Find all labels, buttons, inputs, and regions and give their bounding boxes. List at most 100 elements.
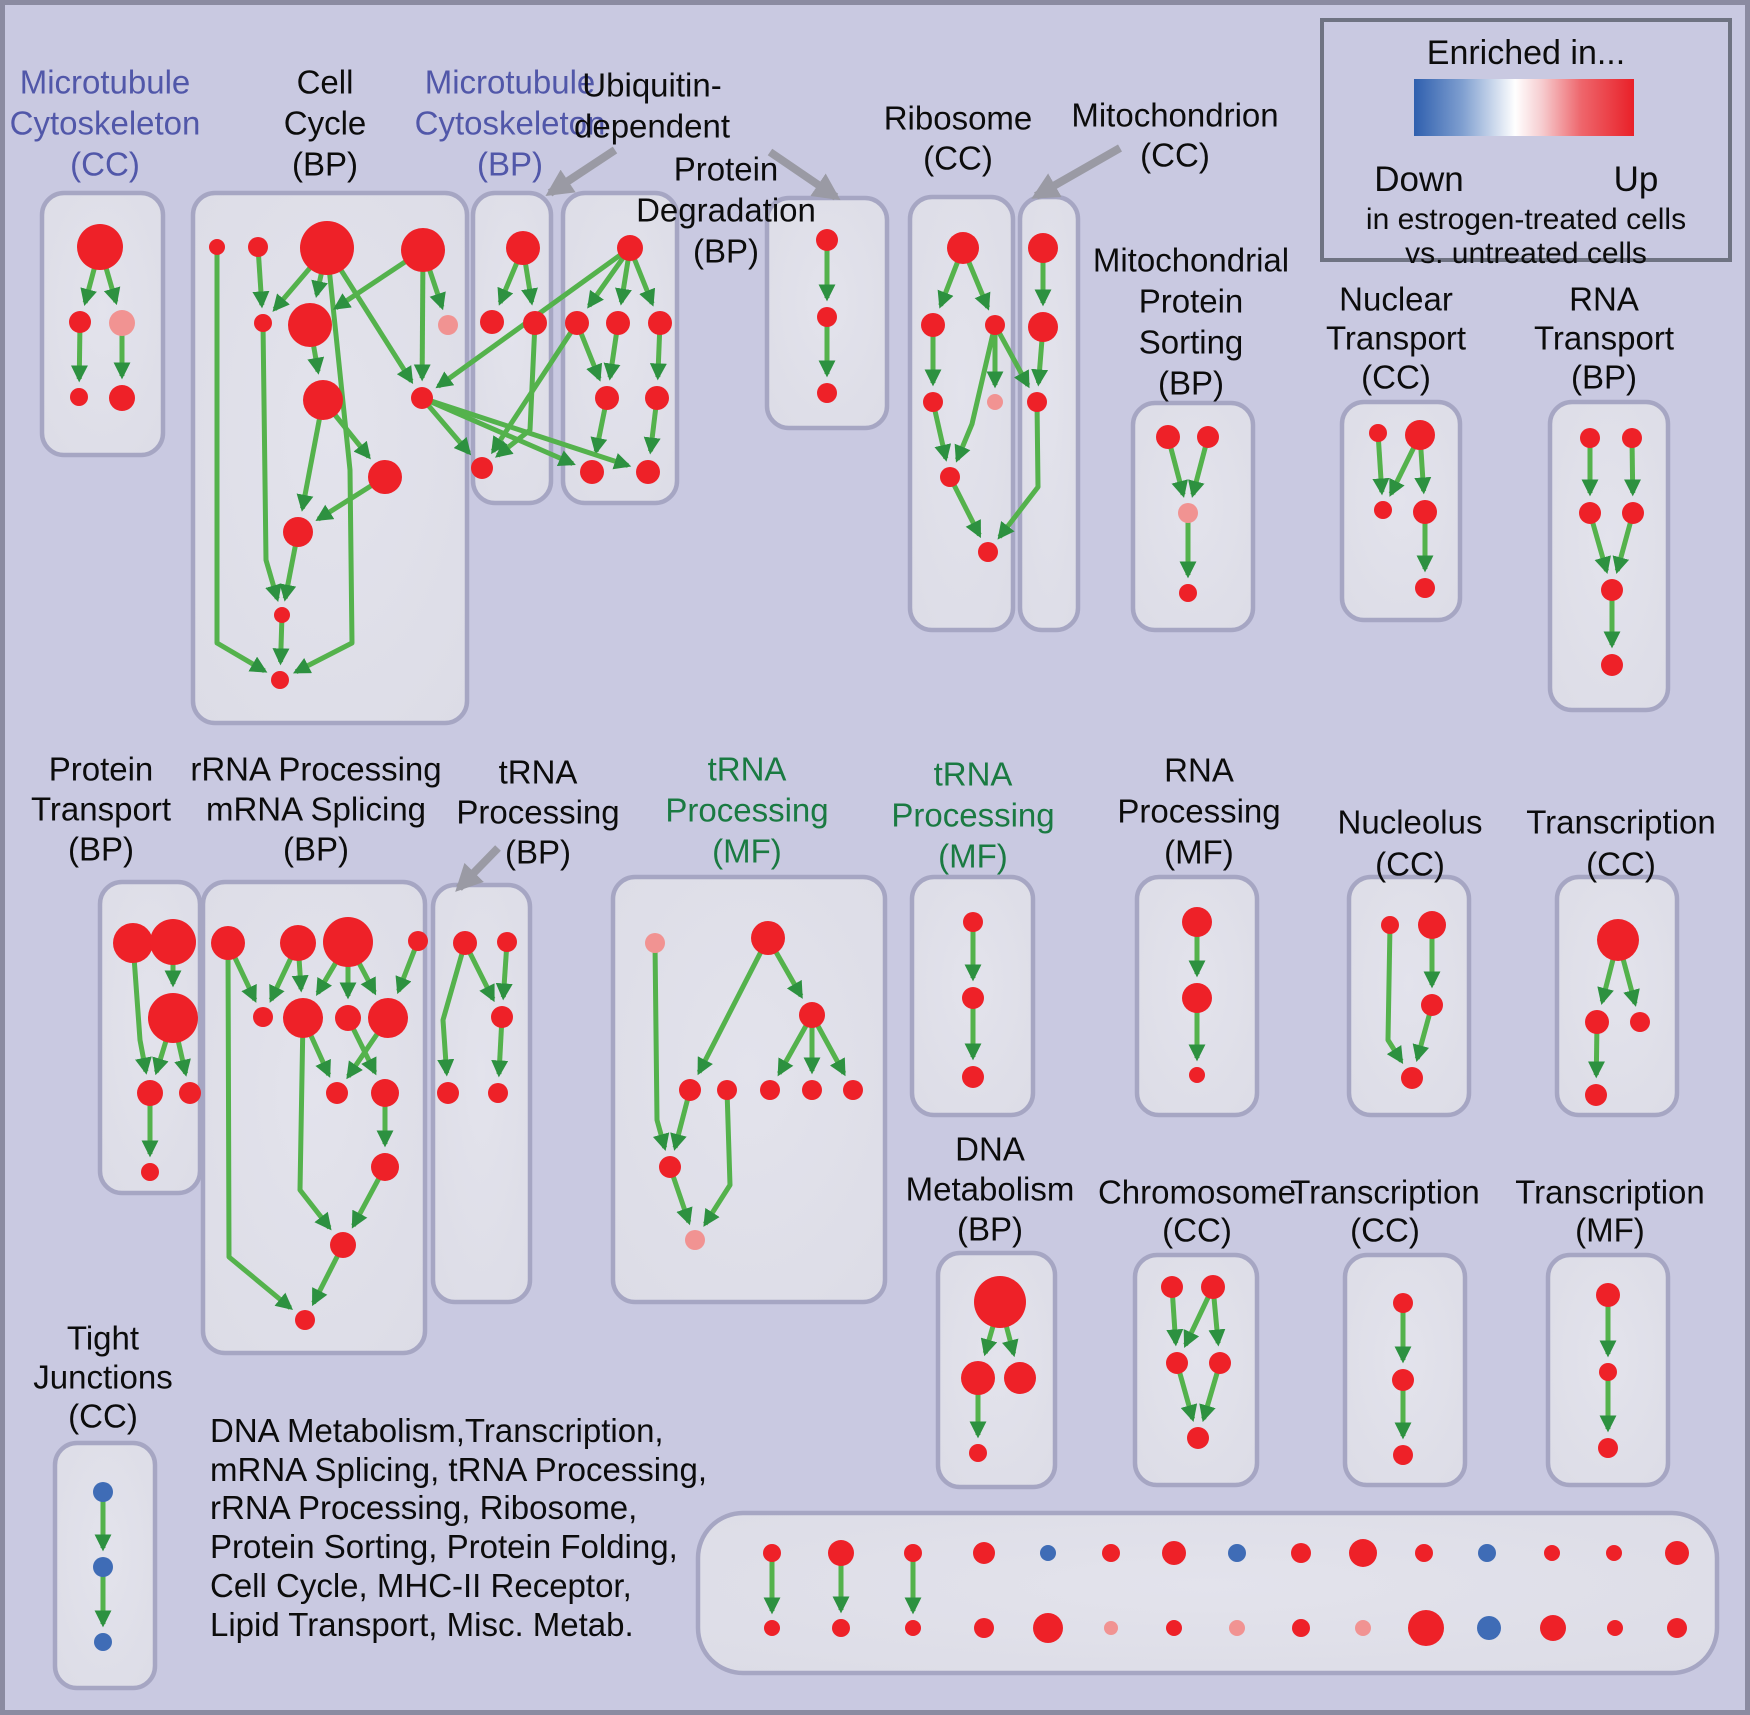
cluster-label-mitochondrial-protein-sorting-bp: (BP): [1158, 365, 1224, 402]
cluster-box-misc-strip: [695, 1510, 1720, 1676]
graph-node: [437, 1082, 459, 1104]
graph-node: [1162, 1541, 1186, 1565]
graph-node: [1421, 994, 1443, 1016]
graph-node: [973, 1542, 995, 1564]
label-pointer-arrow: [1031, 144, 1122, 200]
graph-node: [799, 1002, 825, 1028]
graph-node: [283, 517, 313, 547]
graph-node: [1228, 1544, 1246, 1562]
graph-node: [1597, 919, 1639, 961]
cluster-label-microtubule-cytoskeleton-cc: (CC): [70, 146, 140, 183]
graph-node: [248, 237, 268, 257]
graph-node: [1040, 1545, 1056, 1561]
graph-node: [969, 1444, 987, 1462]
graph-edge: [420, 396, 472, 456]
graph-node: [1209, 1352, 1231, 1374]
graph-node: [326, 1082, 348, 1104]
cluster-label-trna-processing-bp: tRNA: [499, 754, 578, 791]
cluster-label-tight-junctions-cc: Tight: [67, 1320, 139, 1357]
legend-box: Enriched in... Down Up in estrogen-treat…: [1320, 18, 1732, 270]
cluster-box-transcription-cc-top: [1554, 874, 1680, 1118]
cluster-label-trna-processing-mf-2: (MF): [938, 838, 1008, 875]
graph-edge: [130, 942, 152, 1075]
graph-node: [438, 315, 458, 335]
graph-node: [1355, 1620, 1371, 1636]
graph-node: [1413, 500, 1437, 524]
graph-node: [963, 912, 983, 932]
graph-edge: [1385, 924, 1404, 1064]
graph-node: [802, 1080, 822, 1100]
graph-node: [1667, 1618, 1687, 1638]
graph-node: [1028, 233, 1058, 263]
graph-edge: [703, 1089, 733, 1227]
graph-node: [717, 1080, 737, 1100]
graph-node: [580, 460, 604, 484]
graph-node: [904, 1544, 922, 1562]
graph-node: [1292, 1619, 1310, 1637]
cluster-label-trna-processing-mf-1: (MF): [712, 833, 782, 870]
legend-title: Enriched in...: [1426, 34, 1626, 72]
graph-node: [371, 1079, 399, 1107]
cluster-label-microtubule-cytoskeleton-cc: Microtubule: [20, 64, 191, 101]
graph-node: [303, 380, 343, 420]
cluster-label-trna-processing-bp: Processing: [456, 794, 619, 831]
graph-node: [978, 542, 998, 562]
graph-node: [480, 310, 504, 334]
graph-node: [1408, 1610, 1444, 1646]
cluster-label-trna-processing-bp: (BP): [505, 834, 571, 871]
cluster-label-transcription-cc-top: Transcription: [1526, 804, 1716, 841]
cluster-box-microtubule-cc: [39, 190, 166, 458]
graph-node: [254, 314, 272, 332]
graph-node: [1028, 312, 1058, 342]
graph-node: [371, 1153, 399, 1181]
graph-node: [940, 467, 960, 487]
graph-edge: [997, 401, 1041, 540]
cluster-label-cell-cycle-bp: (BP): [292, 146, 358, 183]
cluster-label-tight-junctions-cc: (CC): [68, 1398, 138, 1435]
graph-node: [617, 235, 643, 261]
graph-node: [109, 385, 135, 411]
cluster-label-trna-processing-mf-1: Processing: [665, 792, 828, 829]
graph-edge: [421, 395, 576, 466]
graph-node: [77, 224, 123, 270]
cluster-label-ubiquitin-1: Ubiquitin-: [582, 67, 721, 104]
graph-node: [962, 1066, 984, 1088]
graph-node: [491, 1006, 513, 1028]
legend-subtitle-1: in estrogen-treated cells: [1365, 203, 1687, 236]
graph-node: [274, 607, 290, 623]
label-pointer-arrow: [767, 148, 841, 201]
graph-node: [987, 394, 1003, 410]
cluster-label-rna-processing-mf: (MF): [1164, 834, 1234, 871]
graph-node: [300, 221, 354, 275]
legend-up-label: Up: [1613, 160, 1659, 199]
graph-node: [1415, 578, 1435, 598]
graph-node: [148, 993, 198, 1043]
cluster-label-rna-processing-mf: RNA: [1164, 752, 1234, 789]
cluster-label-mitochondrion-cc: (CC): [1140, 137, 1210, 174]
graph-node: [1392, 1369, 1414, 1391]
graph-node: [1598, 1438, 1618, 1458]
graph-node: [817, 383, 837, 403]
graph-node: [109, 310, 135, 336]
graph-node: [1004, 1362, 1036, 1394]
label-pointer-arrow: [545, 146, 618, 197]
graph-node: [645, 386, 669, 410]
cluster-label-mitochondrial-protein-sorting-bp: Sorting: [1139, 324, 1244, 361]
graph-node: [1033, 1613, 1063, 1643]
cluster-box-chromosome: [1132, 1252, 1260, 1488]
graph-node: [453, 931, 477, 955]
cluster-label-protein-transport-bp: Transport: [31, 791, 171, 828]
graph-node: [523, 311, 547, 335]
graph-node: [1179, 584, 1197, 602]
graph-node: [816, 229, 838, 251]
legend-down-label: Down: [1374, 160, 1464, 199]
graph-edge: [652, 942, 670, 1151]
graph-node: [93, 1482, 113, 1502]
graph-node: [93, 1557, 113, 1577]
graph-node: [974, 1618, 994, 1638]
graph-node: [1606, 1545, 1622, 1561]
graph-node: [408, 931, 428, 951]
graph-node: [1161, 1276, 1183, 1298]
graph-node: [1166, 1620, 1182, 1636]
graph-node: [497, 932, 517, 952]
